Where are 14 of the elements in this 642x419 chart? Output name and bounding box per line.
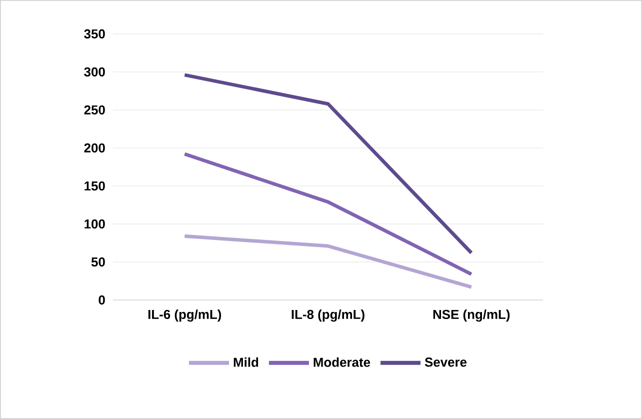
y-tick-label: 300 — [84, 67, 105, 77]
y-tick-label: 150 — [84, 181, 105, 191]
legend-label: Mild — [234, 357, 258, 367]
y-tick-label: 250 — [84, 105, 105, 115]
x-tick-label: IL-6 (pg/mL) — [148, 310, 222, 322]
y-tick-label: 200 — [84, 143, 105, 153]
legend-label: Moderate — [314, 357, 370, 367]
y-tick-label: 0 — [98, 295, 105, 305]
x-tick-label: IL-8 (pg/mL) — [292, 310, 364, 322]
legend-label: Severe — [424, 358, 467, 367]
y-tick-label: 50 — [91, 257, 105, 267]
y-tick-label: 350 — [84, 29, 105, 39]
x-tick-label: NSE (ng/mL) — [433, 310, 510, 322]
y-tick-label: 100 — [84, 219, 105, 229]
